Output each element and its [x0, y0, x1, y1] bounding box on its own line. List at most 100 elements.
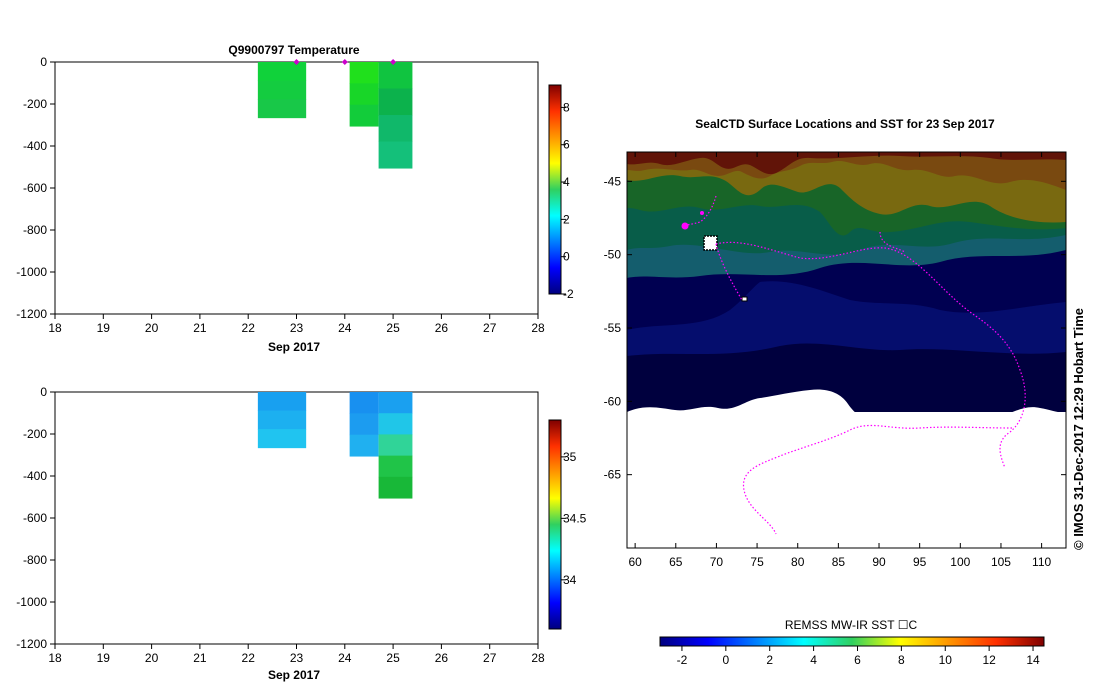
- colorbar-tick-label: 6: [563, 138, 570, 152]
- salinity-x-label: Sep 2017: [268, 668, 320, 682]
- temperature-title: Q9900797 Temperature: [228, 43, 360, 57]
- sst-texture: [627, 152, 1066, 412]
- x-tick-label: 20: [145, 321, 159, 335]
- map-x-tick-label: 85: [832, 555, 846, 569]
- x-tick-label: 19: [97, 321, 111, 335]
- colorbar-tick-label: 2: [563, 212, 570, 226]
- profile-cell: [257, 392, 307, 412]
- sst-colorbar-tick-label: 14: [1026, 653, 1040, 667]
- profile-cell: [349, 392, 379, 414]
- seal-track-heard: [715, 243, 743, 301]
- colorbar-tick-label: 8: [563, 100, 570, 114]
- map-x-tick-label: 100: [950, 555, 970, 569]
- salinity-profiles: [257, 392, 413, 499]
- profile-cell: [349, 83, 379, 106]
- kerguelen-island: [703, 235, 718, 251]
- surface-marker: [390, 59, 397, 65]
- x-tick-label: 19: [97, 651, 111, 665]
- x-tick-label: 18: [48, 651, 62, 665]
- antarctic-land: [627, 389, 1066, 548]
- x-tick-label: 27: [483, 321, 497, 335]
- y-tick-label: -600: [23, 181, 47, 195]
- profile-cell: [378, 392, 413, 414]
- profile-cell: [378, 455, 413, 478]
- sst-map-frame: [626, 151, 1067, 549]
- salinity-panel: 0 -200 -400 -600 -800 -1000 -1200 18 19 20 21 22 23…: [16, 385, 586, 682]
- seal-tracks: [683, 195, 1026, 535]
- temperature-colorbar-ticks: 8 6 4 2 0 -2: [561, 100, 574, 301]
- sst-map-x-axis: 60 65 70 75 80 85 90 95 100 105 110: [628, 152, 1051, 569]
- sst-colorbar-tick-label: 12: [982, 653, 996, 667]
- sst-colorbar-tick-label: 6: [854, 653, 861, 667]
- surface-marker: [293, 59, 300, 65]
- map-y-tick-label: -65: [604, 468, 622, 482]
- colorbar-tick-label: 34.5: [563, 511, 587, 525]
- profile-cell: [257, 80, 307, 100]
- map-x-tick-label: 95: [913, 555, 927, 569]
- colorbar-tick-label: 35: [563, 450, 577, 464]
- x-tick-label: 27: [483, 651, 497, 665]
- colorbar-tick-label: -2: [563, 287, 574, 301]
- temperature-y-axis: 0 -200 -400 -600 -800 -1000 -1200: [16, 55, 55, 321]
- map-x-tick-label: 60: [628, 555, 642, 569]
- temperature-colorbar: [548, 84, 562, 295]
- y-tick-label: -1000: [16, 265, 47, 279]
- map-x-tick-label: 90: [872, 555, 886, 569]
- x-tick-label: 21: [193, 321, 207, 335]
- profile-cell: [257, 429, 307, 449]
- surface-marker: [341, 59, 348, 65]
- seal-track-west: [683, 195, 717, 227]
- sst-map-panel: SealCTD Surface Locations and SST for 23…: [604, 117, 1067, 667]
- map-x-tick-label: 105: [991, 555, 1011, 569]
- y-tick-label: -800: [23, 223, 47, 237]
- y-tick-label: 0: [40, 385, 47, 399]
- x-tick-label: 20: [145, 651, 159, 665]
- y-tick-label: -1000: [16, 595, 47, 609]
- y-tick-label: -200: [23, 97, 47, 111]
- sst-colorbar: [659, 636, 1045, 647]
- x-tick-label: 18: [48, 321, 62, 335]
- profile-cell: [257, 99, 307, 119]
- profile-cell: [349, 104, 379, 127]
- sst-colorbar-tick-label: 10: [939, 653, 953, 667]
- salinity-y-axis: 0 -200 -400 -600 -800 -1000 -1200: [16, 385, 55, 651]
- sst-map-title: SealCTD Surface Locations and SST for 23…: [695, 117, 995, 131]
- profile-cell: [378, 434, 413, 457]
- x-tick-label: 26: [435, 321, 449, 335]
- profile-cell: [378, 115, 413, 143]
- profile-cell: [257, 62, 307, 82]
- temperature-panel: Q9900797 Temperature 0 -200 -400 -600 -800 -1…: [16, 43, 574, 354]
- colorbar-tick-label: 34: [563, 573, 577, 587]
- sst-colorbar-ticks: -2 0 2 4 6 8 10 12 14: [677, 646, 1040, 667]
- profile-cell: [257, 410, 307, 430]
- y-tick-label: -1200: [16, 307, 47, 321]
- y-tick-label: -400: [23, 139, 47, 153]
- salinity-colorbar-ticks: 35 34.5 34: [561, 450, 587, 587]
- map-x-tick-label: 75: [750, 555, 764, 569]
- sst-colorbar-tick-label: 2: [766, 653, 773, 667]
- profile-cell: [349, 434, 379, 457]
- x-tick-label: 23: [290, 651, 304, 665]
- profile-cell: [378, 62, 413, 90]
- x-tick-label: 23: [290, 321, 304, 335]
- x-tick-label: 22: [242, 321, 256, 335]
- y-tick-label: -600: [23, 511, 47, 525]
- temperature-x-label: Sep 2017: [268, 340, 320, 354]
- heard-island: [741, 296, 748, 302]
- seal-position-marker-small: [700, 211, 704, 215]
- map-y-tick-label: -60: [604, 394, 622, 408]
- map-y-tick-label: -55: [604, 321, 622, 335]
- map-y-tick-label: -45: [604, 174, 622, 188]
- profile-cell: [378, 141, 413, 169]
- map-x-tick-label: 70: [710, 555, 724, 569]
- sst-colorbar-label: REMSS MW-IR SST ☐C: [785, 618, 918, 632]
- temperature-profiles: [257, 62, 413, 169]
- sst-colorbar-tick-label: -2: [677, 653, 688, 667]
- sst-map-y-axis: -45 -50 -55 -60 -65: [604, 174, 1066, 482]
- temperature-x-axis: 18 19 20 21 22 23 24 25 26 27 28: [48, 314, 545, 335]
- y-tick-label: 0: [40, 55, 47, 69]
- sst-field: [627, 152, 1066, 548]
- temperature-surface-markers: [293, 59, 397, 65]
- credit-text: © IMOS 31-Dec-2017 12:29 Hobart Time: [1071, 308, 1086, 550]
